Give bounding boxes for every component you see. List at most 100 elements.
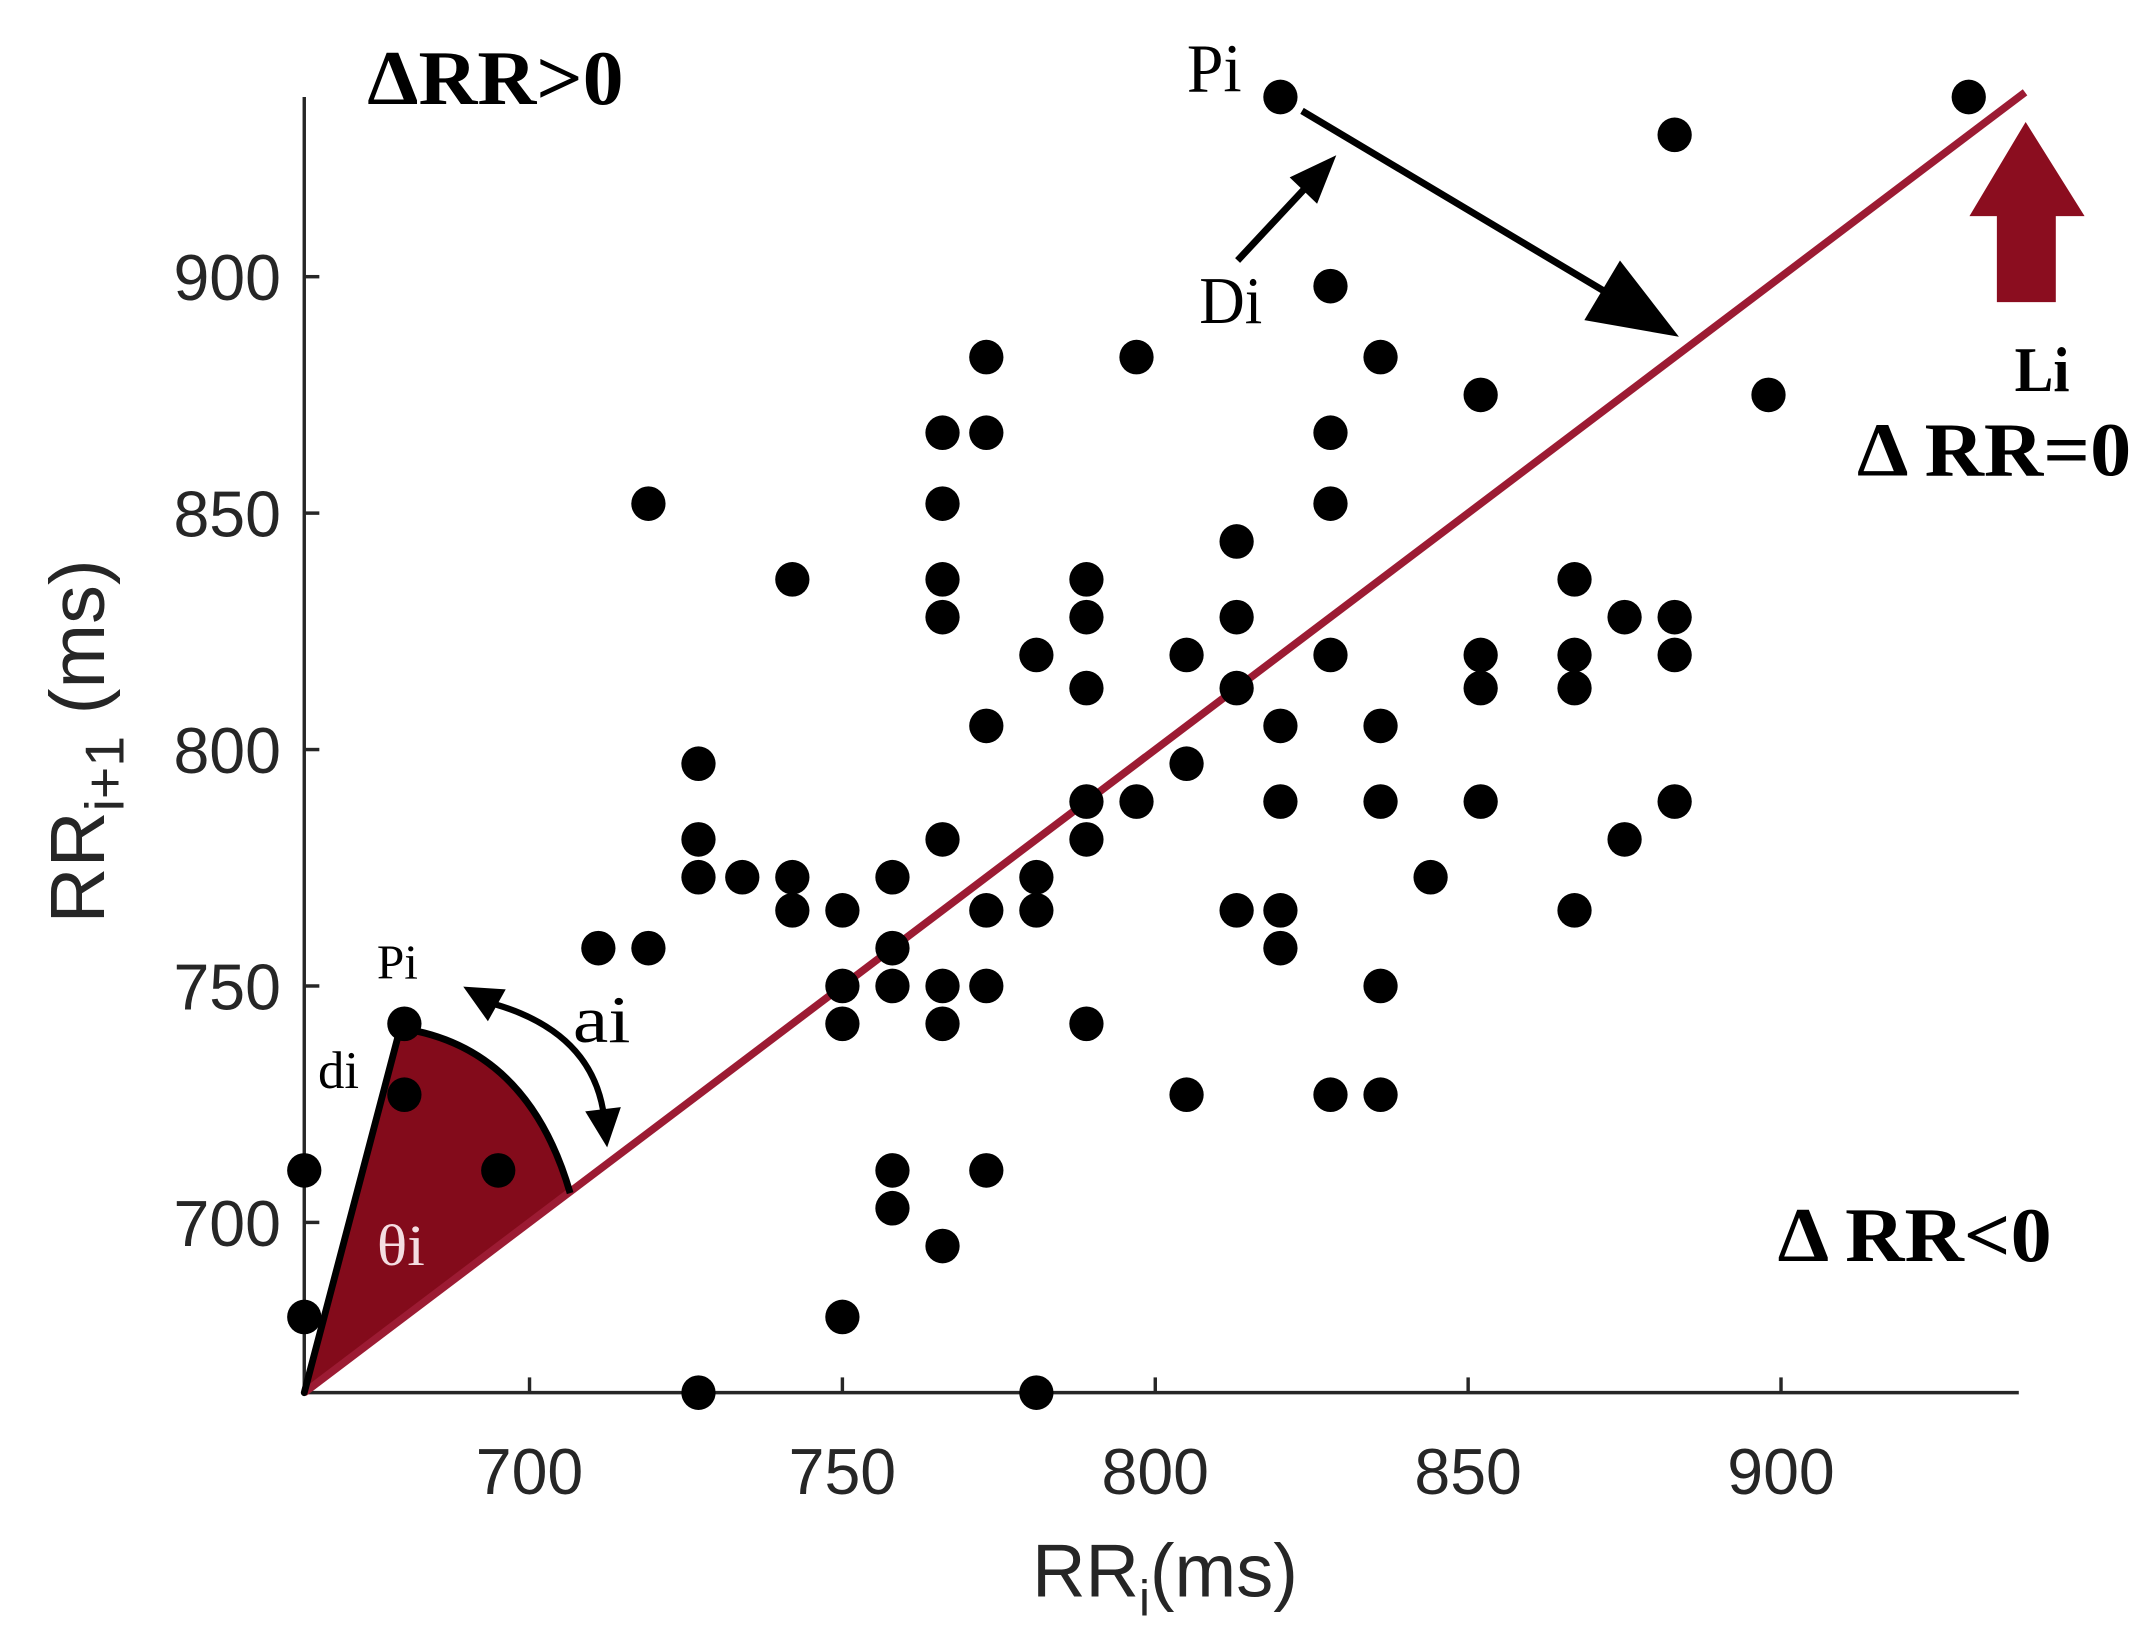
far-distance-label: Di <box>1199 265 1262 338</box>
data-point <box>925 599 960 635</box>
data-point <box>925 561 960 597</box>
data-point <box>875 930 910 966</box>
region-label-negative: Δ RR<0 <box>1778 1192 2052 1278</box>
data-point <box>1463 784 1498 819</box>
identity-line <box>302 89 2028 1396</box>
data-point <box>1219 599 1254 635</box>
data-point <box>1169 637 1204 673</box>
di-pointer-arrow <box>1235 155 1337 263</box>
identity-line-layer <box>302 89 2028 1396</box>
x-tick-label: 850 <box>1414 1434 1521 1507</box>
region-label-positive: ΔRR>0 <box>367 35 623 121</box>
data-point <box>481 1153 516 1188</box>
data-point <box>969 968 1004 1004</box>
data-point <box>631 486 666 521</box>
data-point <box>969 339 1004 375</box>
data-point <box>1263 930 1298 966</box>
data-point <box>1069 784 1104 819</box>
data-point <box>925 486 960 521</box>
data-point <box>1363 968 1398 1004</box>
data-point <box>1219 893 1254 928</box>
region-label-zero: Δ RR=0 <box>1857 408 2131 492</box>
y-tick-label: 750 <box>173 950 280 1023</box>
data-point <box>875 1153 910 1188</box>
data-point <box>1657 117 1692 153</box>
wedge-arc <box>399 1024 574 1195</box>
data-point <box>775 893 810 928</box>
data-point <box>581 930 616 966</box>
data-point <box>1313 486 1348 521</box>
data-point <box>631 930 666 966</box>
data-point <box>775 859 810 895</box>
data-point <box>681 746 716 782</box>
x-tick-label: 800 <box>1102 1434 1209 1507</box>
x-axis-title-main: RR <box>1032 1529 1139 1612</box>
data-point <box>287 1153 322 1188</box>
data-point <box>825 1299 860 1335</box>
data-point <box>1607 822 1642 857</box>
y-axis-title-subscript: i+1 <box>74 736 136 811</box>
data-point <box>1313 1077 1348 1113</box>
data-point <box>1557 561 1592 597</box>
data-point <box>1557 670 1592 706</box>
data-point <box>1263 784 1298 819</box>
ai-double-arrow <box>463 986 621 1148</box>
y-axis-title: RRi+1 (ms) <box>36 559 136 923</box>
data-point <box>1557 637 1592 673</box>
data-point <box>1607 599 1642 635</box>
data-point <box>1019 1375 1054 1410</box>
y-tick-label: 900 <box>173 241 280 314</box>
y-tick-label: 700 <box>173 1187 280 1260</box>
near-distance-label: di <box>318 1042 359 1100</box>
data-point <box>1169 746 1204 782</box>
axes: 700 750 800 850 900 700 750 800 850 900 <box>173 97 2019 1508</box>
data-point <box>969 893 1004 928</box>
data-point <box>1119 784 1154 819</box>
ai-arrow-head-end <box>585 1107 621 1148</box>
data-point <box>1069 561 1104 597</box>
data-point <box>1951 79 1986 115</box>
scatter-points <box>287 79 1986 1410</box>
data-point <box>1119 339 1154 375</box>
data-point <box>825 968 860 1004</box>
data-point <box>1463 670 1498 706</box>
data-point <box>1363 784 1398 819</box>
x-axis-title: RRi(ms) <box>1032 1529 1298 1627</box>
data-point <box>1413 859 1448 895</box>
data-point <box>925 822 960 857</box>
data-point <box>1313 415 1348 451</box>
data-point <box>969 415 1004 451</box>
data-point <box>1069 822 1104 857</box>
di-pointer-arrow-shaft <box>1235 184 1309 263</box>
data-point <box>1263 893 1298 928</box>
distance-arrow-head <box>1584 260 1679 337</box>
data-point <box>925 1006 960 1042</box>
data-point <box>1363 339 1398 375</box>
data-point <box>875 859 910 895</box>
far-point-label: Pi <box>1187 30 1242 106</box>
x-ticks: 700 750 800 850 900 <box>476 1377 1835 1508</box>
angle-label: θi <box>377 1213 425 1278</box>
data-point <box>1069 1006 1104 1042</box>
data-point <box>969 708 1004 744</box>
data-point <box>1657 599 1692 635</box>
data-point <box>775 561 810 597</box>
x-tick-label: 700 <box>476 1434 583 1507</box>
data-point <box>825 893 860 928</box>
data-point <box>1219 670 1254 706</box>
distance-arrow-shaft <box>1300 107 1609 296</box>
data-point <box>1069 599 1104 635</box>
x-tick-label: 900 <box>1727 1434 1834 1507</box>
data-point <box>681 859 716 895</box>
y-tick-label: 850 <box>173 477 280 550</box>
data-point <box>1219 524 1254 559</box>
data-point <box>1069 670 1104 706</box>
ai-double-arrow-curve <box>495 1001 607 1111</box>
data-point <box>1751 377 1786 413</box>
data-point <box>1363 708 1398 744</box>
data-point <box>875 1190 910 1226</box>
ai-arrow-head-start <box>463 986 506 1022</box>
angle-wedge <box>304 1028 571 1393</box>
data-point <box>1657 784 1692 819</box>
